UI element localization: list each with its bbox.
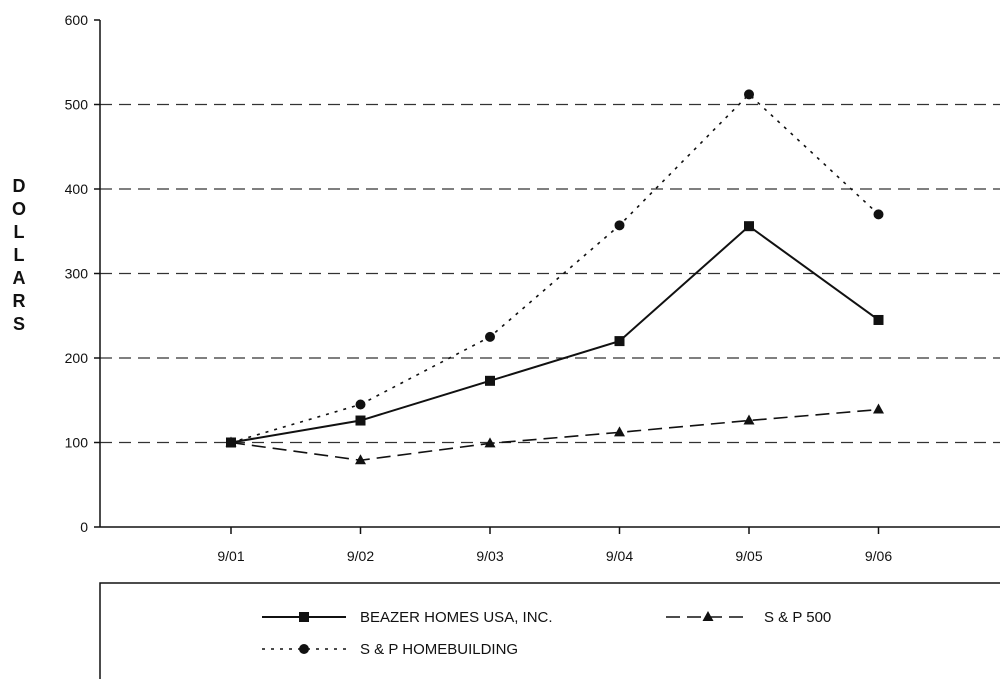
- legend-items: BEAZER HOMES USA, INC. S & P 500 S & P HOM…: [262, 609, 831, 658]
- series-3: [226, 89, 884, 448]
- y-axis-title-letter: R: [13, 291, 26, 311]
- series-2: [225, 403, 884, 465]
- y-axis-title-letter: L: [14, 245, 25, 265]
- legend-entry: S & P 500: [666, 609, 831, 626]
- legend-marker-triangle: [702, 611, 714, 621]
- x-tick-label: 9/02: [347, 548, 374, 564]
- data-point-circle: [873, 209, 884, 220]
- data-point-circle: [226, 437, 236, 448]
- legend-entry: S & P HOMEBUILDING: [262, 641, 518, 658]
- y-axis-title-letter: A: [13, 268, 26, 288]
- x-tick-label: 9/03: [476, 548, 503, 564]
- x-tick-label: 9/01: [217, 548, 244, 564]
- y-tick-label: 600: [65, 12, 89, 28]
- data-point-square: [355, 415, 366, 426]
- legend-label: BEAZER HOMES USA, INC.: [360, 609, 553, 626]
- data-point-circle: [355, 399, 366, 410]
- x-tick-label: 9/06: [865, 548, 892, 564]
- legend-entry: BEAZER HOMES USA, INC.: [262, 609, 553, 626]
- series-1: [226, 221, 884, 448]
- y-axis-title-letter: D: [13, 176, 26, 196]
- series-group: [225, 89, 884, 465]
- x-tick-label: 9/04: [606, 548, 633, 564]
- legend-label: S & P 500: [764, 609, 831, 626]
- legend-marker-square: [299, 612, 309, 622]
- data-point-circle: [485, 331, 495, 342]
- series-line: [230, 93, 880, 444]
- y-tick-label: 100: [65, 435, 89, 451]
- y-tick-label: 200: [65, 350, 89, 366]
- series-line: [230, 408, 879, 462]
- x-tick-labels: 9/01 9/02 9/03 9/04 9/05 9/06: [217, 527, 892, 564]
- y-axis-title-letter: S: [13, 314, 25, 334]
- legend: BEAZER HOMES USA, INC. S & P 500 S & P HOM…: [99, 582, 1000, 679]
- gridlines: [100, 103, 1000, 444]
- y-tick-label: 400: [65, 181, 89, 197]
- y-axis-title-letter: L: [14, 222, 25, 242]
- legend-box: [99, 582, 1000, 679]
- data-point-circle: [744, 89, 754, 100]
- y-tick-label: 500: [65, 97, 89, 113]
- series-line: [230, 224, 880, 444]
- data-point-circle: [614, 220, 625, 231]
- data-point-triangle: [614, 426, 625, 437]
- data-point-triangle: [743, 414, 755, 425]
- legend-marker-circle: [299, 644, 309, 654]
- data-point-triangle: [355, 454, 366, 465]
- x-tick-label: 9/05: [735, 548, 762, 564]
- data-point-square: [873, 314, 884, 325]
- data-point-square: [614, 336, 625, 347]
- legend-label: S & P HOMEBUILDING: [360, 641, 518, 658]
- data-point-triangle: [873, 403, 884, 414]
- y-tick-label: 0: [80, 519, 88, 535]
- data-point-square: [485, 375, 495, 386]
- y-tick-labels: 0 100 200 300 400 500 600: [65, 12, 100, 535]
- data-point-square: [744, 221, 754, 232]
- data-point-triangle: [484, 437, 496, 448]
- y-axis-title-letter: O: [12, 199, 26, 219]
- y-tick-label: 300: [65, 266, 89, 282]
